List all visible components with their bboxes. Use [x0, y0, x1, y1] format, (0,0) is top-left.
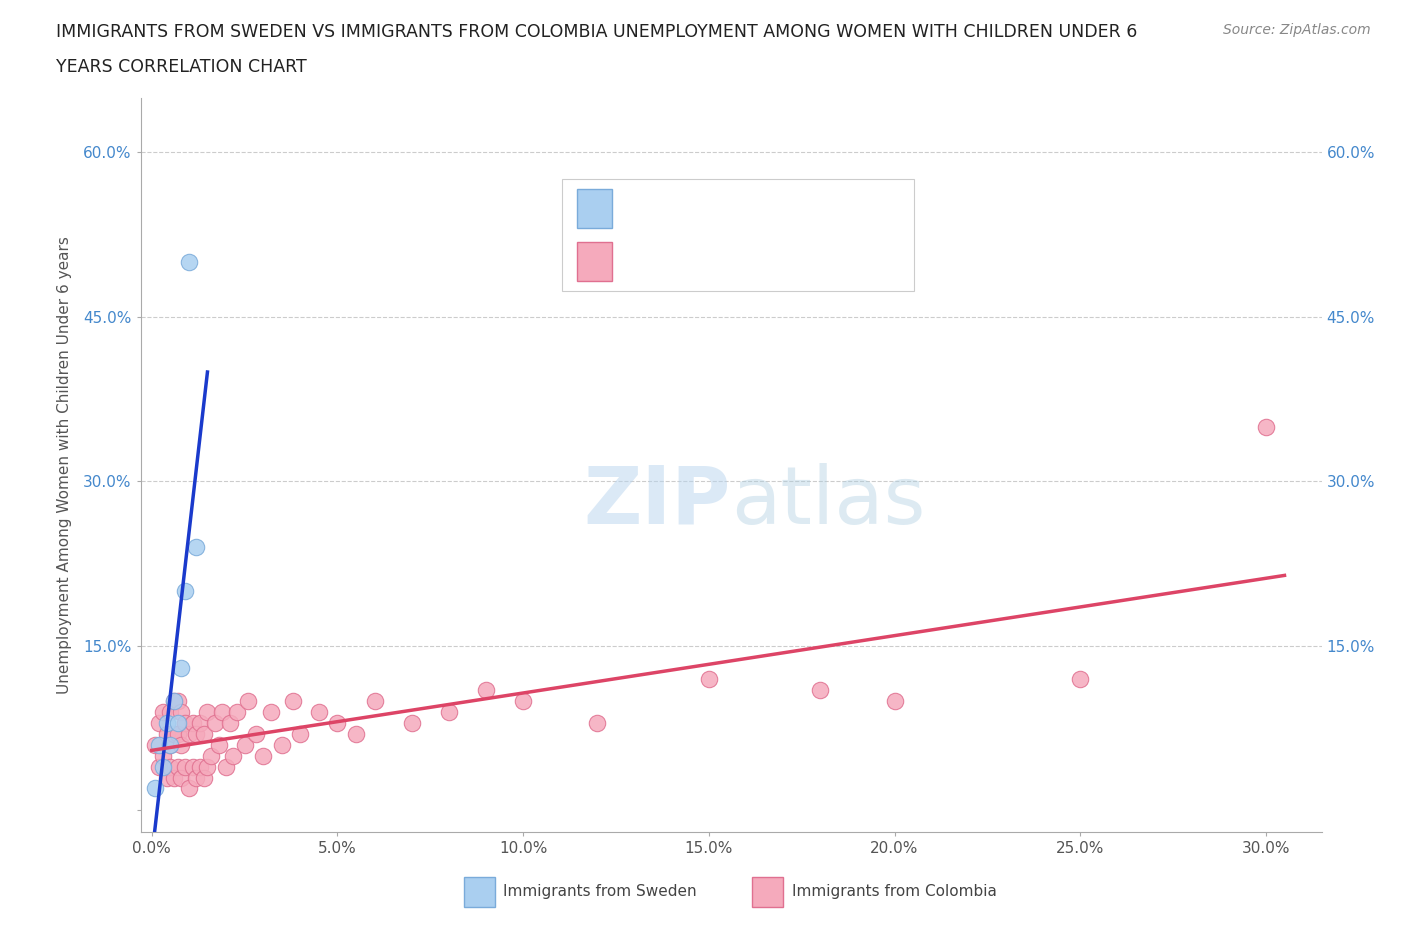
Point	[159, 704, 181, 719]
Point	[166, 694, 188, 709]
Point	[252, 748, 274, 763]
Point	[218, 715, 240, 730]
Point	[238, 694, 260, 709]
Point	[174, 715, 197, 730]
Point	[1254, 419, 1277, 434]
Point	[401, 715, 423, 730]
Point	[155, 726, 177, 741]
Point	[174, 759, 197, 774]
Point	[281, 694, 304, 709]
Point	[437, 704, 460, 719]
Text: IMMIGRANTS FROM SWEDEN VS IMMIGRANTS FROM COLOMBIA UNEMPLOYMENT AMONG WOMEN WITH: IMMIGRANTS FROM SWEDEN VS IMMIGRANTS FRO…	[56, 23, 1137, 41]
Point	[197, 759, 219, 774]
Point	[186, 726, 208, 741]
Point	[181, 759, 204, 774]
Text: N =  11: N = 11	[756, 193, 825, 212]
Point	[170, 737, 193, 752]
Point	[215, 759, 238, 774]
Point	[177, 726, 200, 741]
Point	[233, 737, 256, 752]
Text: ZIP: ZIP	[583, 463, 731, 540]
Point	[188, 715, 211, 730]
Point	[512, 694, 534, 709]
Text: atlas: atlas	[731, 463, 925, 540]
Point	[186, 539, 208, 554]
Text: N = 63: N = 63	[756, 244, 820, 262]
Point	[145, 737, 167, 752]
Point	[1069, 671, 1091, 686]
Point	[148, 715, 170, 730]
Point	[148, 737, 170, 752]
Point	[170, 704, 193, 719]
Text: Immigrants from Colombia: Immigrants from Colombia	[792, 884, 997, 899]
Point	[475, 683, 498, 698]
Point	[186, 770, 208, 785]
Point	[344, 726, 367, 741]
Point	[326, 715, 349, 730]
Point	[270, 737, 292, 752]
Text: R = 0.488: R = 0.488	[623, 193, 714, 212]
Point	[163, 770, 186, 785]
Point	[166, 759, 188, 774]
Point	[155, 715, 177, 730]
Point	[586, 715, 609, 730]
Point	[159, 759, 181, 774]
Point	[170, 660, 193, 675]
Point	[259, 704, 281, 719]
Point	[245, 726, 267, 741]
Point	[145, 781, 167, 796]
Point	[166, 715, 188, 730]
Point	[163, 694, 186, 709]
Point	[188, 759, 211, 774]
Point	[155, 770, 177, 785]
Point	[204, 715, 226, 730]
Point	[207, 737, 229, 752]
Point	[163, 694, 186, 709]
Text: Immigrants from Sweden: Immigrants from Sweden	[503, 884, 697, 899]
Text: Source: ZipAtlas.com: Source: ZipAtlas.com	[1223, 23, 1371, 37]
Point	[883, 694, 905, 709]
Point	[152, 759, 174, 774]
Point	[193, 726, 215, 741]
Point	[211, 704, 233, 719]
Y-axis label: Unemployment Among Women with Children Under 6 years: Unemployment Among Women with Children U…	[58, 236, 72, 694]
Point	[222, 748, 245, 763]
Text: YEARS CORRELATION CHART: YEARS CORRELATION CHART	[56, 58, 307, 75]
Point	[181, 715, 204, 730]
Point	[170, 770, 193, 785]
Point	[808, 683, 831, 698]
Point	[159, 737, 181, 752]
Point	[159, 737, 181, 752]
Point	[290, 726, 312, 741]
Point	[174, 584, 197, 599]
Point	[177, 781, 200, 796]
Point	[193, 770, 215, 785]
Point	[197, 704, 219, 719]
Point	[148, 759, 170, 774]
Point	[177, 255, 200, 270]
Point	[152, 704, 174, 719]
Point	[363, 694, 385, 709]
Point	[163, 726, 186, 741]
Point	[697, 671, 720, 686]
Point	[166, 726, 188, 741]
Point	[152, 748, 174, 763]
Point	[308, 704, 330, 719]
Point	[226, 704, 249, 719]
Text: R = 0.464: R = 0.464	[623, 244, 714, 262]
Point	[200, 748, 222, 763]
